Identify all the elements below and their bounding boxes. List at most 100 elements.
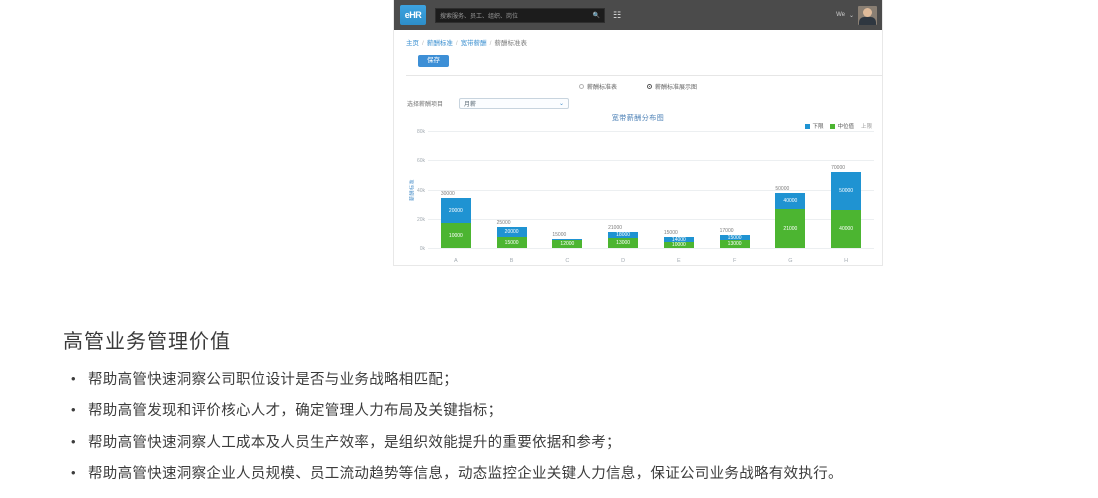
bar-group[interactable]: 30000 20000 10000 — [428, 131, 484, 248]
bar-segment-lower[interactable]: 18000 — [608, 232, 639, 238]
bar-segment-median[interactable]: 40000 — [831, 210, 862, 248]
gridline: 60k — [417, 158, 874, 164]
bar-segment-median[interactable]: 13000 — [719, 240, 750, 248]
radio-option-chart-label: 薪酬标准展示图 — [655, 85, 698, 91]
bar-segment-median[interactable]: 12000 — [552, 240, 583, 248]
chevron-down-icon[interactable]: ⌄ — [848, 12, 854, 19]
bar-total-label: 25000 — [496, 220, 511, 226]
chart-legend: 下限 中位值 上限 — [805, 122, 872, 130]
breadcrumb-item-current: 薪酬标准表 — [494, 40, 527, 47]
bar-stack[interactable]: 25000 20000 15000 — [496, 220, 527, 248]
breadcrumb-separator: / — [455, 40, 458, 47]
view-mode-radio-group: 薪酬标准表 薪酬标准展示图 — [394, 76, 882, 93]
bar-segment-median[interactable]: 15000 — [496, 237, 527, 248]
x-tick-label: B — [509, 258, 514, 264]
radio-icon-selected[interactable] — [647, 84, 652, 89]
bar-total-label: 15000 — [552, 232, 567, 238]
value-bullet-list: 帮助高管快速洞察公司职位设计是否与业务战略相匹配； 帮助高管发现和评价核心人才，… — [63, 371, 1043, 484]
divider — [406, 75, 882, 76]
user-name-label: We — [836, 12, 845, 18]
breadcrumb-item-salary-standard[interactable]: 薪酬标准 — [426, 40, 453, 47]
chart-bars: 30000 20000 10000 25000 20000 15000 1500… — [428, 131, 874, 248]
bar-segment-lower[interactable] — [552, 239, 583, 240]
bar-group[interactable]: 15000 12000 — [540, 131, 596, 248]
top-bar-user-area: We ⌄ — [836, 0, 877, 30]
salary-item-select-value: 月薪 — [464, 102, 477, 108]
radio-icon[interactable] — [578, 84, 584, 89]
bar-group[interactable]: 21000 18000 13000 — [595, 131, 651, 248]
breadcrumb: 主页 / 薪酬标准 / 宽带薪酬 / 薪酬标准表 — [406, 40, 882, 48]
gridline: 80k — [417, 129, 874, 135]
x-tick-label: D — [621, 258, 626, 264]
bar-group[interactable]: 15000 14000 10000 — [651, 131, 707, 248]
breadcrumb-item-broadband-salary[interactable]: 宽带薪酬 — [460, 40, 487, 47]
legend-item-upper[interactable]: 上限 — [861, 122, 872, 130]
bar-segment-median[interactable]: 10000 — [663, 242, 694, 248]
bar-segment-median[interactable]: 21000 — [775, 209, 806, 248]
list-item: 帮助高管快速洞察企业人员规模、员工流动趋势等信息，动态监控企业关键人力信息，保证… — [63, 465, 1043, 483]
bar-group[interactable]: 70000 50000 40000 — [818, 131, 874, 248]
bar-stack[interactable]: 70000 50000 40000 — [831, 165, 862, 248]
bar-total-label: 15000 — [663, 230, 678, 236]
bar-stack[interactable]: 15000 14000 10000 — [663, 230, 694, 248]
save-button[interactable]: 保存 — [418, 54, 449, 67]
bar-total-label: 21000 — [608, 225, 623, 231]
bar-segment-median[interactable]: 10000 — [440, 223, 471, 248]
chart-title: 宽带薪酬分布图 — [611, 115, 665, 122]
bar-segment-lower[interactable]: 14000 — [663, 237, 694, 243]
bar-stack[interactable]: 17000 15000 13000 — [719, 228, 750, 248]
x-tick-label: H — [844, 258, 849, 264]
bar-stack[interactable]: 21000 18000 13000 — [608, 225, 639, 248]
bar-stack[interactable]: 15000 12000 — [552, 232, 583, 248]
bar-segment-lower[interactable]: 20000 — [440, 198, 471, 223]
legend-item-lower[interactable]: 下限 — [805, 122, 823, 130]
y-tick-label: 20k — [416, 216, 425, 223]
gridline: 0k — [420, 246, 874, 252]
bar-stack[interactable]: 30000 20000 10000 — [440, 191, 471, 248]
list-item: 帮助高管快速洞察公司职位设计是否与业务战略相匹配； — [63, 371, 1043, 389]
y-tick-label: 80k — [416, 129, 425, 135]
bar-total-label: 50000 — [775, 186, 790, 192]
chevron-down-icon: ⌄ — [558, 101, 564, 107]
breadcrumb-item-home[interactable]: 主页 — [406, 40, 419, 47]
bar-total-label: 30000 — [440, 191, 455, 197]
avatar[interactable] — [858, 5, 877, 25]
bar-total-label: 17000 — [719, 228, 734, 234]
global-search-input[interactable]: 搜索服务、员工、组织、岗位 🔍 — [435, 7, 605, 23]
bar-segment-lower[interactable]: 50000 — [831, 172, 862, 210]
legend-swatch-lower — [805, 123, 811, 129]
bar-group[interactable]: 17000 15000 13000 — [707, 131, 763, 248]
bar-segment-lower[interactable]: 40000 — [775, 193, 806, 209]
legend-label-median: 中位值 — [837, 124, 854, 130]
bar-total-label: 70000 — [831, 165, 846, 171]
breadcrumb-separator: / — [489, 40, 492, 47]
salary-item-select[interactable]: 月薪 ⌄ — [459, 98, 569, 109]
bar-group[interactable]: 50000 40000 21000 — [763, 131, 819, 248]
bar-group[interactable]: 25000 20000 15000 — [484, 131, 540, 248]
y-axis-title: 薪酬标准 — [409, 178, 416, 201]
org-chart-icon[interactable]: ☷ — [613, 9, 622, 20]
radio-option-table-label: 薪酬标准表 — [586, 85, 617, 91]
salary-item-select-label: 选择薪酬项目 — [407, 102, 444, 108]
breadcrumb-separator: / — [422, 40, 424, 47]
search-placeholder: 搜索服务、员工、组织、岗位 — [440, 13, 519, 20]
list-item: 帮助高管快速洞察人工成本及人员生产效率，是组织效能提升的重要依据和参考； — [63, 434, 1043, 452]
legend-item-median[interactable]: 中位值 — [830, 122, 854, 130]
bar-segment-median[interactable]: 13000 — [608, 238, 639, 248]
ehr-logo: eHR — [400, 5, 426, 25]
application-window: eHR 搜索服务、员工、组织、岗位 🔍 ☷ We ⌄ 主页 / 薪酬标准 / 宽… — [393, 0, 883, 266]
bar-stack[interactable]: 50000 40000 21000 — [775, 186, 806, 248]
x-axis-labels: A B C D E F G H — [428, 258, 874, 264]
bar-segment-lower[interactable]: 15000 — [719, 235, 750, 241]
top-navigation-bar: eHR 搜索服务、员工、组织、岗位 🔍 ☷ We ⌄ — [394, 0, 882, 30]
radio-option-chart[interactable]: 薪酬标准展示图 — [647, 82, 697, 91]
search-icon[interactable]: 🔍 — [592, 12, 600, 19]
y-tick-label: 40k — [416, 187, 425, 194]
article-section: 高管业务管理价值 帮助高管快速洞察公司职位设计是否与业务战略相匹配； 帮助高管发… — [63, 325, 1043, 498]
x-tick-label: C — [565, 258, 570, 264]
radio-option-table[interactable]: 薪酬标准表 — [578, 82, 617, 91]
x-tick-label: A — [454, 258, 458, 264]
bar-segment-lower[interactable]: 20000 — [496, 227, 527, 237]
legend-swatch-median — [830, 123, 836, 129]
y-tick-label: 0k — [419, 246, 425, 252]
